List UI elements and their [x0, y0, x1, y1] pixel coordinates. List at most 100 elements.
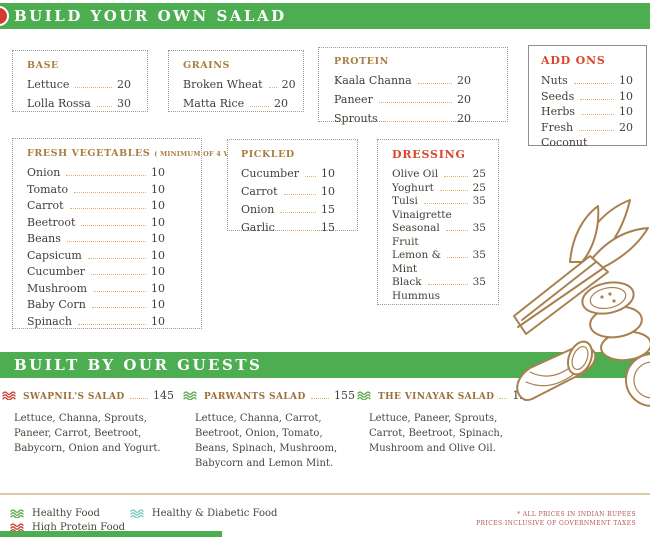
item-name: Herbs [541, 105, 576, 118]
item-price: 10 [151, 248, 165, 262]
menu-item-row: Garlic 15 [241, 221, 335, 234]
leader-dots [581, 114, 614, 115]
dressing-section: DRESSING Olive Oil 25 Yoghurt 25 Tulsi 3… [377, 139, 499, 305]
item-name: Lolla Rossa [27, 97, 91, 110]
leader-dots [444, 176, 468, 177]
leader-dots [427, 284, 468, 285]
item-name: Olive Oil [392, 168, 439, 180]
item-price: 20 [619, 120, 633, 134]
high-protein-badge-icon [2, 391, 18, 400]
menu-item-row-cont: Hummus [392, 290, 486, 303]
item-name: Sprouts [334, 112, 378, 125]
leader-dots [305, 176, 316, 177]
item-price: 25 [472, 181, 486, 194]
leader-dots [439, 189, 468, 191]
menu-item-row: Nuts 10 [541, 74, 633, 87]
item-name: Onion [27, 166, 61, 179]
menu-item-row: Cucumber 10 [27, 265, 165, 278]
menu-item-row: Spinach 10 [27, 315, 165, 328]
menu-item-row: Kaala Channa 20 [334, 74, 471, 87]
price-footnotes: * ALL PRICES IN INDIAN RUPEES PRICES INC… [476, 510, 636, 528]
grains-section: GRAINS Broken Wheat 20 Matta Rice 20 [168, 50, 304, 112]
item-name: Garlic [241, 221, 275, 234]
item-price: 10 [151, 232, 165, 245]
guest-salad-description: Lettuce, Paneer, Sprouts, Carrot, Beetro… [369, 413, 504, 454]
guest-salad-header: THE VINAYAK SALAD 125 [357, 389, 533, 402]
item-price: 10 [151, 314, 165, 328]
leader-dots [69, 208, 146, 209]
leader-dots [268, 87, 277, 88]
item-name: Paneer [334, 93, 373, 106]
fresh-vegetables-subtitle: ( MINIMUM OF 4 VEGGIES ) [154, 150, 265, 158]
item-name: Yoghurt [392, 181, 434, 194]
guest-salad-swapnil: SWAPNIL'S SALAD 145 Lettuce, Channa, Spr… [2, 389, 174, 456]
guest-salad-parwant: PARWANTS SALAD 155 Lettuce, Channa, Carr… [183, 389, 355, 471]
item-price: 10 [151, 182, 165, 196]
legend-label: Healthy & Diabetic Food [151, 508, 278, 519]
item-price: 35 [472, 249, 486, 261]
addons-section-title: ADD ONS [541, 54, 606, 67]
item-name: Matta Rice [183, 97, 245, 110]
item-price: 20 [457, 112, 471, 125]
healthy-badge-icon [357, 391, 373, 400]
item-price: 20 [281, 78, 296, 91]
leader-dots [283, 194, 316, 195]
footer-divider [0, 493, 650, 495]
item-name: Capsicum [27, 248, 82, 262]
item-name: Cucumber [27, 265, 85, 278]
leader-dots [87, 257, 146, 259]
menu-item-row: Paneer 20 [334, 93, 471, 106]
item-price: 10 [151, 215, 165, 229]
item-name: Mint [392, 262, 418, 275]
item-price: 20 [457, 74, 471, 87]
menu-item-row: Baby Corn 10 [27, 298, 165, 311]
item-name: Onion [241, 203, 275, 216]
menu-item-row: Olive Oil 25 [392, 168, 486, 181]
menu-item-row: Onion 15 [241, 203, 335, 216]
legend-row: High Protein Food [10, 522, 277, 533]
menu-item-row: Carrot 10 [241, 185, 335, 198]
legend-item-healthy: Healthy Food [10, 508, 100, 519]
item-name: Fresh [541, 120, 574, 134]
item-name: Coconut [541, 136, 588, 149]
item-price: 10 [151, 298, 165, 311]
menu-item-row-cont: Coconut [541, 136, 633, 149]
leader-dots [446, 257, 468, 258]
item-price: 30 [117, 97, 131, 110]
leader-dots [74, 191, 146, 193]
guest-salad-name: PARWANTS SALAD [204, 392, 306, 402]
leader-dots [81, 224, 146, 226]
fresh-vegetables-section-title: FRESH VEGETABLES ( MINIMUM OF 4 VEGGIES … [27, 148, 264, 159]
guest-salad-header: PARWANTS SALAD 155 [183, 389, 355, 402]
item-price: 25 [472, 168, 486, 180]
menu-item-row: Capsicum 10 [27, 249, 165, 262]
menu-item-row: Beetroot 10 [27, 216, 165, 229]
item-name: Tomato [27, 182, 69, 196]
healthy-diabetic-badge-icon [130, 509, 146, 518]
item-price: 10 [151, 199, 165, 212]
fresh-vegetables-title-text: FRESH VEGETABLES [27, 148, 151, 159]
leader-dots [250, 106, 269, 107]
legend-item-healthy-diabetic: Healthy & Diabetic Food [130, 508, 278, 519]
leader-dots [66, 175, 146, 176]
leader-dots [580, 98, 614, 100]
grains-section-title: GRAINS [183, 60, 230, 71]
item-price: 10 [151, 265, 165, 278]
item-price: 10 [619, 89, 633, 103]
menu-item-row: Cucumber 10 [241, 167, 335, 180]
build-your-own-banner: BUILD YOUR OWN SALAD [0, 3, 650, 29]
leader-dots [423, 203, 468, 204]
leader-dots [77, 323, 146, 325]
fresh-vegetables-section: FRESH VEGETABLES ( MINIMUM OF 4 VEGGIES … [12, 138, 264, 329]
item-name: Beans [27, 232, 61, 245]
item-price: 10 [619, 105, 633, 118]
menu-item-row: Tomato 10 [27, 183, 165, 196]
item-price: 15 [321, 203, 335, 216]
item-price: 35 [472, 222, 486, 234]
item-name: Beetroot [27, 215, 76, 229]
leader-dots [66, 241, 146, 242]
protein-section-title: PROTEIN [334, 56, 389, 67]
guest-salad-price: 155 [334, 389, 355, 402]
item-name: Hummus [392, 289, 440, 302]
